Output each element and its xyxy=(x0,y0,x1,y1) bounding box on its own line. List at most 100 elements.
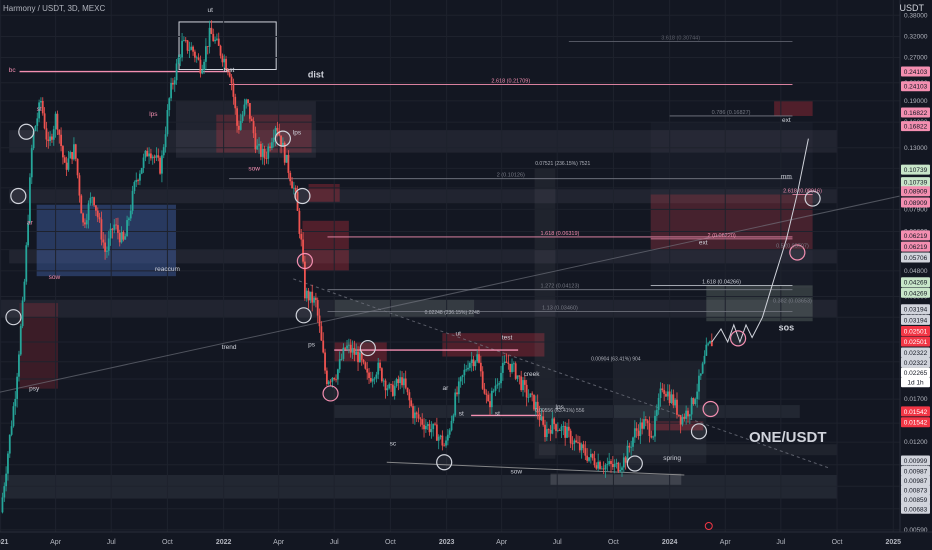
candle-body xyxy=(709,341,711,344)
candle xyxy=(183,36,185,42)
candle xyxy=(314,292,317,308)
candle xyxy=(346,340,348,351)
candle xyxy=(358,350,361,363)
candle xyxy=(608,452,611,467)
candle xyxy=(146,147,149,157)
candle xyxy=(320,321,323,341)
candle xyxy=(91,196,94,206)
analysis-zone xyxy=(216,114,312,153)
candle-body xyxy=(665,393,667,397)
analysis-zone xyxy=(36,204,176,277)
currency-label[interactable]: USDT xyxy=(899,3,925,13)
candle xyxy=(685,405,688,425)
candle-body xyxy=(511,363,513,373)
price-marker-label: 0.00987 xyxy=(904,469,928,476)
candle xyxy=(665,391,667,398)
candle-body xyxy=(351,348,354,353)
candle-body xyxy=(654,415,656,437)
candle xyxy=(238,120,240,134)
candle xyxy=(223,54,226,71)
candle-body xyxy=(641,422,644,429)
wyckoff-label: sc xyxy=(390,440,397,447)
time-tick-label: 2022 xyxy=(216,539,232,546)
candle-body xyxy=(496,384,499,386)
candle-body xyxy=(41,100,44,114)
candle-body xyxy=(417,414,420,419)
candle xyxy=(179,54,182,67)
candle xyxy=(318,308,321,333)
trend-line xyxy=(293,278,831,469)
candle xyxy=(391,381,394,397)
candle xyxy=(342,343,345,362)
candle xyxy=(351,340,354,359)
candle-body xyxy=(217,38,220,46)
candle xyxy=(602,461,605,475)
candle xyxy=(150,148,152,161)
candle-body xyxy=(124,236,127,240)
candle-body xyxy=(395,379,398,387)
candle xyxy=(60,127,62,152)
candle xyxy=(208,20,211,54)
fib-label: 3.618 (0.30744) xyxy=(661,35,700,41)
candle-body xyxy=(490,390,493,408)
candle xyxy=(184,37,187,43)
candle xyxy=(388,382,391,390)
candle-body xyxy=(45,128,48,140)
candle xyxy=(446,428,449,446)
price-marker xyxy=(901,367,930,378)
candle xyxy=(657,393,660,415)
candle xyxy=(494,378,497,397)
candle xyxy=(584,441,587,461)
candle-body xyxy=(274,127,277,138)
candle-body xyxy=(349,344,352,353)
candle-body xyxy=(56,113,59,130)
analysis-zone xyxy=(0,299,838,318)
candle xyxy=(597,453,600,472)
candle-body xyxy=(402,378,405,386)
candle-body xyxy=(481,371,484,389)
candle-body xyxy=(201,70,204,74)
candle-body xyxy=(626,445,629,463)
candle xyxy=(694,397,697,406)
candle-body xyxy=(175,63,178,81)
candle-body xyxy=(219,45,222,56)
candle-body xyxy=(379,362,381,369)
candle xyxy=(666,384,669,401)
candle xyxy=(62,144,64,165)
candle xyxy=(287,150,290,179)
candle-body xyxy=(423,424,425,430)
candle-body xyxy=(597,461,600,469)
symbol-title: Harmony / USDT, 3D, MEXC xyxy=(3,4,106,13)
candle-body xyxy=(487,394,490,402)
candle-body xyxy=(162,147,165,156)
candle-body xyxy=(36,118,39,126)
candle xyxy=(250,116,253,122)
candle-body xyxy=(54,113,57,130)
candle xyxy=(177,54,180,65)
price-marker xyxy=(901,241,930,252)
candle-body xyxy=(21,300,24,327)
candle xyxy=(168,97,171,117)
candle xyxy=(593,451,596,468)
candle xyxy=(423,418,425,438)
wyckoff-label: lps xyxy=(149,111,158,118)
candle xyxy=(485,389,488,404)
candle xyxy=(404,370,407,390)
analysis-zone xyxy=(9,130,838,153)
candle-body xyxy=(520,376,523,391)
price-marker xyxy=(901,455,930,466)
price-tick-label: 0.19000 xyxy=(904,98,928,105)
candle xyxy=(690,396,693,420)
candle-body xyxy=(633,428,636,438)
candle-body xyxy=(223,58,226,63)
candle xyxy=(259,141,262,161)
candle-body xyxy=(525,384,528,398)
candle-body xyxy=(604,464,607,470)
price-marker-label: 0.02322 xyxy=(904,350,928,357)
candle xyxy=(151,154,154,165)
candle-body xyxy=(397,379,400,384)
candle-body xyxy=(408,392,411,401)
price-marker xyxy=(901,252,930,263)
fib-label: 1.13 (0.03460) xyxy=(542,305,578,311)
